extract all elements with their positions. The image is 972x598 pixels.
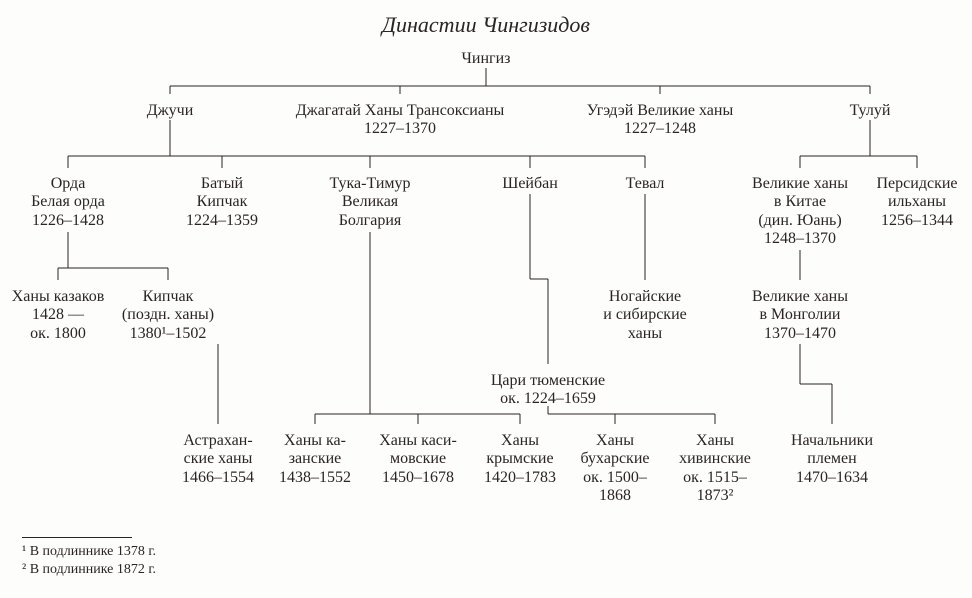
footnote-2: ² В подлиннике 1872 г. xyxy=(22,562,156,578)
tree-node-astrakhan: Астрахан- ские ханы 1466–1554 xyxy=(168,432,268,487)
tree-node-crimea: Ханы крымские 1420–1783 xyxy=(470,432,570,487)
tree-node-jagatay: Джагатай Ханы Трансоксианы 1227–1370 xyxy=(270,102,530,139)
tree-node-kasimov: Ханы каси- мовские 1450–1678 xyxy=(363,432,473,487)
tree-node-nogai: Ногайские и сибирские ханы xyxy=(585,288,705,343)
tree-node-khiva: Ханы хивинские ок. 1515– 1873² xyxy=(665,432,765,506)
tree-node-teval: Тевал xyxy=(610,175,680,193)
tree-node-tyumen: Цари тюменские ок. 1224–1659 xyxy=(468,372,628,409)
tree-node-mongolia: Великие ханы в Монголии 1370–1470 xyxy=(735,288,865,343)
tree-node-khany_kitae: Великие ханы в Китае (дин. Юань) 1248–13… xyxy=(735,175,865,249)
tree-node-batyi: Батый Кипчак 1224–1359 xyxy=(172,175,272,230)
tree-node-ugedei: Угэдэй Великие ханы 1227–1248 xyxy=(555,102,765,139)
footnote-1: ¹ В подлиннике 1378 г. xyxy=(22,544,156,560)
tree-node-tuluy: Тулуй xyxy=(830,102,910,120)
footnote-rule xyxy=(22,537,132,538)
tree-node-sheiban: Шейбан xyxy=(490,175,570,193)
tree-node-kazan: Ханы ка- занские 1438–1552 xyxy=(265,432,365,487)
diagram-title: Династии Чингизидов xyxy=(0,12,972,38)
tree-node-tukatimur: Тука-Тимур Великая Болгария xyxy=(310,175,430,230)
tree-node-orda: Орда Белая орда 1226–1428 xyxy=(13,175,123,230)
tree-node-chingiz: Чингиз xyxy=(441,50,531,68)
tree-node-tribes: Начальники племен 1470–1634 xyxy=(772,432,892,487)
tree-node-juchi: Джучи xyxy=(130,102,210,120)
tree-node-ilkhany: Персидские ильханы 1256–1344 xyxy=(862,175,972,230)
tree-node-kipchak_late: Кипчак (поздн. ханы) 1380¹–1502 xyxy=(108,288,228,343)
footnotes: ¹ В подлиннике 1378 г. ² В подлиннике 18… xyxy=(22,535,156,580)
genealogy-tree: Династии Чингизидов Чингиз Джучи Джагатай … xyxy=(0,0,972,598)
tree-node-bukhara: Ханы бухарские ок. 1500– 1868 xyxy=(565,432,665,506)
tree-node-khany_kazakov: Ханы казаков 1428 — ок. 1800 xyxy=(0,288,118,343)
